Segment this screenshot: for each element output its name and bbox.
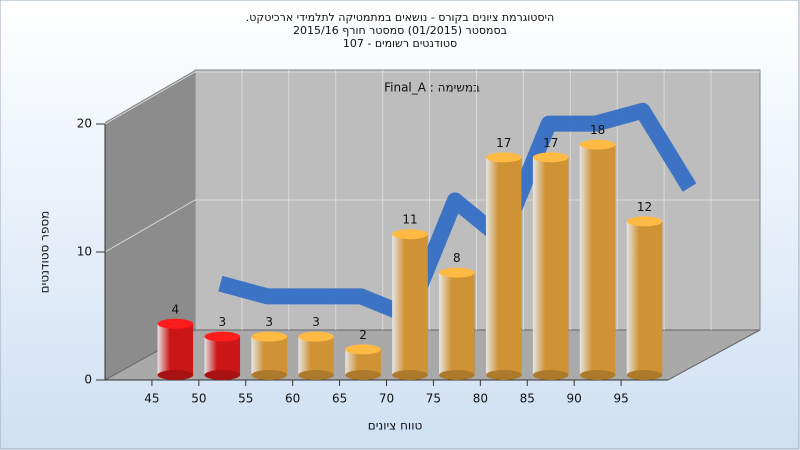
data-label: 8 (453, 251, 461, 265)
x-tick-label: 60 (285, 392, 300, 406)
x-axis-label: טווח ציונים (368, 419, 423, 433)
y-tick-label: 10 (77, 245, 92, 259)
data-label: 17 (496, 136, 511, 150)
bar-base (298, 370, 334, 380)
y-axis-label: מספר סטודנטים (38, 211, 52, 294)
ribbon (218, 102, 697, 324)
bar (204, 336, 241, 375)
bar-top (298, 331, 334, 342)
bar (579, 144, 616, 375)
bar-top (532, 152, 569, 163)
x-tick-label: 85 (520, 392, 535, 406)
y-tick-label: 20 (77, 117, 92, 131)
title-line: סטודנטים רשומים - 107 (343, 37, 457, 50)
bar-top (485, 152, 522, 163)
data-label: 12 (637, 200, 652, 214)
bar-top (626, 216, 663, 227)
bar-top (345, 344, 381, 355)
x-tick-label: 70 (379, 392, 394, 406)
y-tick-label: 0 (84, 373, 92, 387)
bar (439, 272, 475, 375)
x-tick-label: 90 (567, 392, 582, 406)
left-wall (105, 70, 195, 380)
x-tick-label: 45 (144, 392, 159, 406)
bar-top (251, 331, 288, 342)
data-label: 18 (590, 123, 605, 137)
bar-base (204, 370, 241, 380)
bar (532, 157, 569, 375)
bar (485, 157, 522, 375)
bar-base (392, 370, 428, 380)
bar (626, 221, 663, 375)
annotation: במשימה : Final_A (384, 81, 480, 95)
bar-base (157, 370, 194, 380)
data-label: 11 (402, 213, 417, 227)
bar (298, 336, 334, 375)
bar-base (532, 370, 569, 380)
bar (392, 234, 428, 375)
x-tick-label: 75 (426, 392, 441, 406)
data-label: 17 (543, 136, 558, 150)
title-line: בסמסטר (01/2015) סמסטר חורף 2015/16 (293, 24, 507, 37)
bar (251, 336, 288, 375)
bar-top (204, 331, 241, 342)
bar-top (392, 229, 428, 240)
bar-top (439, 267, 475, 278)
bar-base (626, 370, 663, 380)
x-tick-label: 80 (473, 392, 488, 406)
x-tick-label: 65 (332, 392, 347, 406)
bar (157, 323, 194, 375)
bar-base (345, 370, 381, 380)
data-label: 2 (359, 328, 367, 342)
bar-top (579, 139, 616, 150)
title-line: היסטוגרמת ציונים בקורס - נושאים במתמטיקה… (246, 11, 554, 24)
bar-base (485, 370, 522, 380)
bar-base (439, 370, 475, 380)
x-tick-label: 50 (191, 392, 206, 406)
data-label: 3 (312, 315, 320, 329)
grid-line (104, 71, 196, 125)
data-label: 4 (172, 302, 180, 316)
data-label: 3 (265, 315, 273, 329)
bar-base (579, 370, 616, 380)
grid-line (104, 199, 196, 253)
bar-base (251, 370, 288, 380)
x-tick-label: 95 (613, 392, 628, 406)
title: היסטוגרמת ציונים בקורס - נושאים במתמטיקה… (246, 11, 554, 50)
x-tick-label: 55 (238, 392, 253, 406)
bar-top (157, 318, 194, 329)
data-label: 3 (218, 315, 226, 329)
